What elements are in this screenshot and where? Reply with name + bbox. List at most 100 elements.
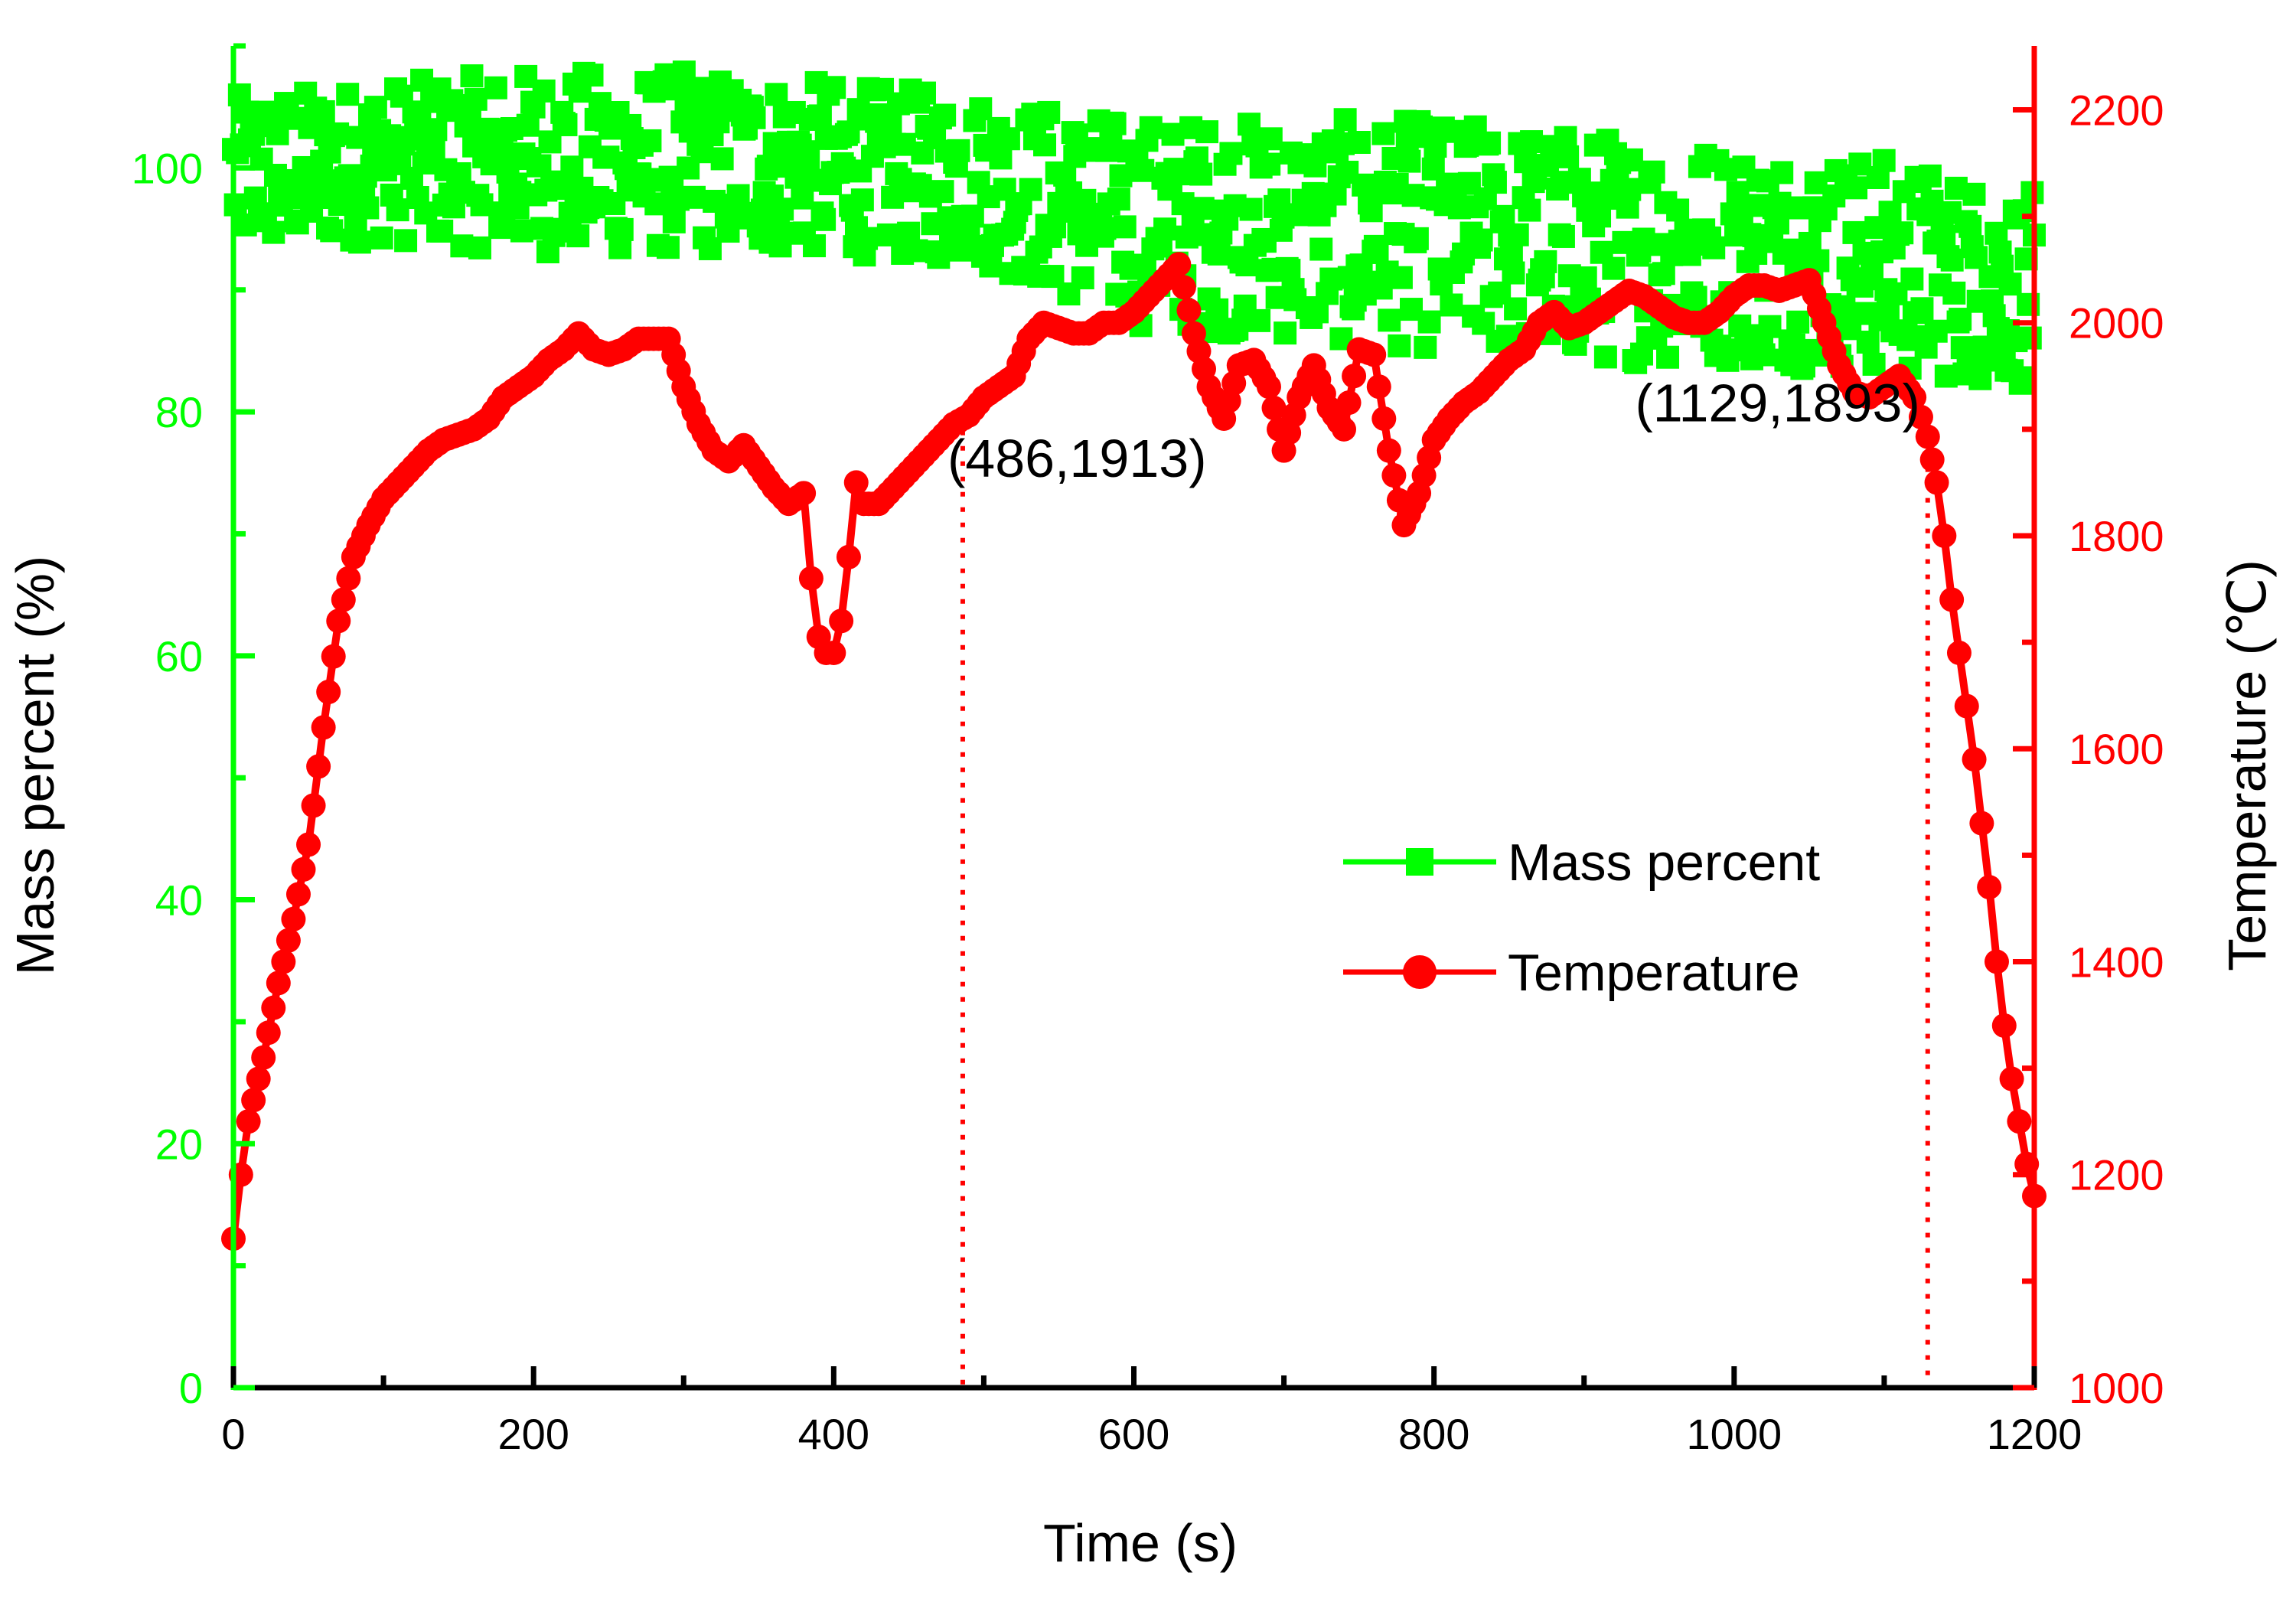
- temperature-point: [1256, 374, 1281, 400]
- mass-percent-point: [1359, 199, 1383, 223]
- mass-percent-point: [1642, 160, 1665, 184]
- mass-percent-point: [460, 64, 484, 88]
- temperature-point: [261, 995, 286, 1020]
- mass-percent-point: [1619, 148, 1643, 171]
- mass-percent-point: [1534, 250, 1557, 273]
- mass-percent-point: [1965, 246, 1988, 269]
- mass-percent-point: [803, 234, 827, 258]
- mass-percent-point: [1822, 184, 1846, 208]
- mass-percent-point: [1766, 211, 1789, 235]
- temperature-point: [1946, 641, 1971, 666]
- mass-percent-point: [1131, 158, 1155, 182]
- mass-percent-point: [566, 224, 590, 248]
- temperature-point: [829, 608, 854, 634]
- mass-percent-point: [1872, 148, 1896, 172]
- mass-percent-point: [1153, 217, 1177, 241]
- y-right-tick-label: 2200: [2069, 86, 2164, 134]
- mass-percent-point: [1417, 310, 1441, 334]
- mass-percent-point: [1397, 149, 1421, 173]
- legend-temperature-label: Temperature: [1508, 944, 1800, 1002]
- mass-percent-point: [1505, 223, 1529, 246]
- mass-percent-point: [1940, 248, 1964, 272]
- mass-percent-point: [510, 219, 533, 243]
- mass-percent-point: [1440, 293, 1463, 317]
- mass-percent-point: [1219, 142, 1243, 165]
- mass-percent-point: [430, 219, 454, 243]
- mass-percent-point: [1274, 321, 1297, 345]
- mass-percent-point: [1103, 112, 1127, 135]
- x-axis-label: Time (s): [1043, 1513, 1238, 1573]
- temperature-point: [1381, 463, 1407, 488]
- mass-percent-point: [1684, 285, 1707, 309]
- mass-percent-point: [1071, 266, 1094, 290]
- mass-percent-point: [771, 197, 794, 221]
- mass-percent-point: [1758, 315, 1782, 338]
- mass-percent-point: [2011, 366, 2034, 390]
- x-tick-label: 400: [798, 1410, 869, 1458]
- temperature-point: [311, 715, 336, 740]
- mass-percent-point: [1205, 298, 1229, 321]
- mass-percent-point: [808, 104, 832, 128]
- temperature-point: [1376, 438, 1401, 463]
- temperature-point: [1984, 949, 2009, 974]
- temperature-point: [281, 906, 306, 931]
- mass-percent-point: [662, 210, 686, 233]
- temperature-point: [326, 608, 351, 634]
- mass-percent-point: [1237, 113, 1261, 136]
- x-tick-label: 0: [221, 1410, 245, 1458]
- y-left-tick-label: 60: [155, 632, 203, 680]
- mass-percent-point: [823, 76, 846, 100]
- mass-percent-point: [262, 220, 285, 244]
- mass-percent-point: [1371, 122, 1395, 145]
- temperature-point: [1362, 342, 1387, 367]
- temperature-point: [798, 566, 823, 591]
- mass-percent-point: [1259, 127, 1283, 151]
- mass-percent-point: [1189, 162, 1213, 186]
- temperature-point: [1969, 811, 1994, 836]
- temperature-point: [1171, 275, 1196, 300]
- mass-percent-point: [1478, 131, 1502, 155]
- mass-percent-point: [326, 122, 350, 145]
- mass-percent-point: [347, 230, 371, 254]
- legend: Mass percent Temperature: [1343, 834, 1820, 1002]
- mass-percent-point: [311, 100, 335, 123]
- mass-percent-point: [1235, 253, 1259, 277]
- temperature-point: [1991, 1013, 2017, 1038]
- mass-percent-point: [1333, 108, 1357, 132]
- mass-percent-point: [1389, 266, 1413, 289]
- mass-percent-point: [1469, 228, 1493, 252]
- mass-percent-point: [1277, 259, 1301, 282]
- temperature-point: [2007, 1109, 2032, 1134]
- mass-percent-point: [580, 64, 604, 87]
- y-left-tick-label: 100: [132, 144, 203, 192]
- temperature-point: [331, 587, 356, 612]
- temperature-point: [285, 882, 311, 907]
- mass-percent-point: [1551, 224, 1575, 248]
- mass-percent-point: [1347, 130, 1371, 154]
- mass-percent-point: [1918, 164, 1942, 188]
- temperature-point: [1261, 396, 1287, 421]
- mass-percent-point: [356, 196, 380, 220]
- temperature-point: [276, 928, 301, 953]
- mass-percent-point: [386, 198, 409, 222]
- temperature-series: [221, 252, 2047, 1251]
- mass-percent-point: [1862, 352, 1886, 376]
- temperature-point: [1366, 374, 1391, 400]
- mass-percent-point: [1483, 171, 1507, 194]
- temperature-point: [1371, 406, 1397, 431]
- mass-percent-point: [422, 138, 445, 162]
- mass-percent-point: [931, 180, 954, 204]
- mass-percent-point: [905, 239, 928, 263]
- mass-percent-point: [1786, 310, 1810, 334]
- y-right-tick-label: 1000: [2069, 1364, 2164, 1412]
- mass-percent-point: [813, 207, 837, 231]
- mass-percent-point: [1247, 308, 1271, 332]
- mass-percent-point: [1878, 201, 1902, 224]
- x-tick-label: 1200: [1987, 1410, 2082, 1458]
- mass-percent-point: [560, 155, 584, 179]
- mass-percent-point: [855, 227, 879, 250]
- mass-percent-point: [989, 146, 1013, 170]
- mass-percent-point: [1195, 120, 1219, 144]
- mass-percent-point: [656, 236, 680, 259]
